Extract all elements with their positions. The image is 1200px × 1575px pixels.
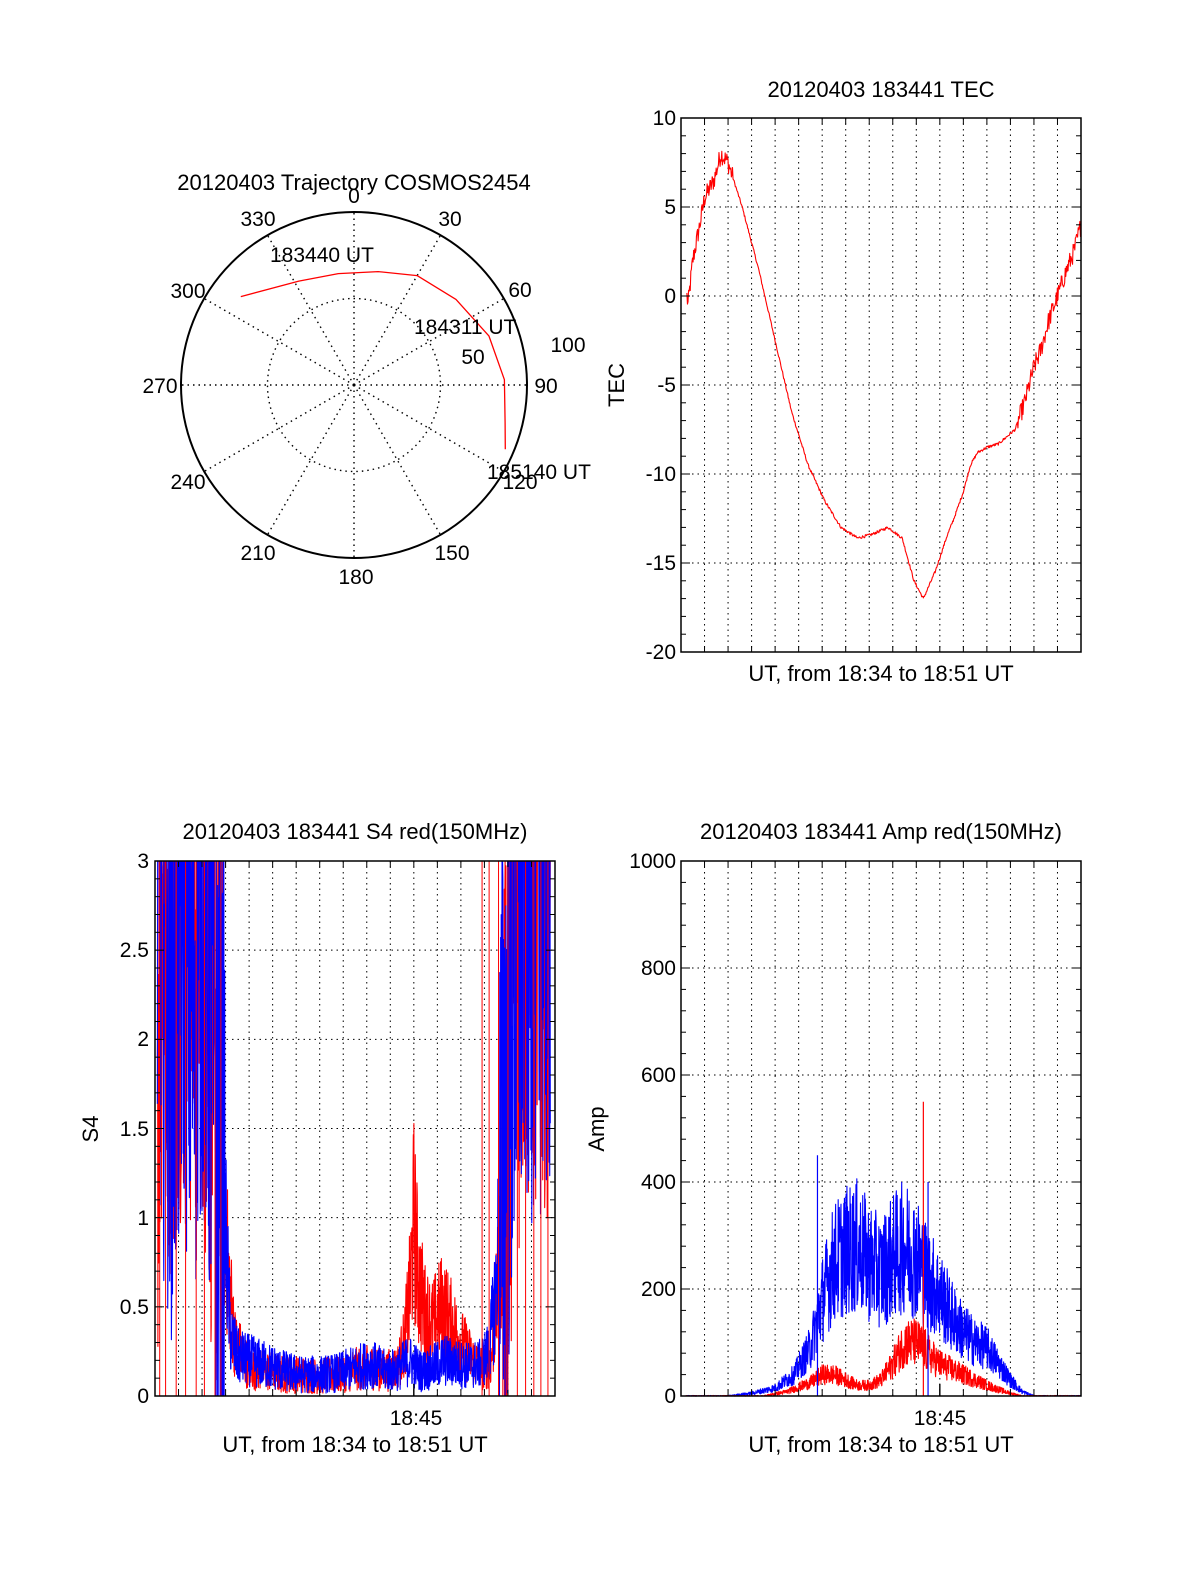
azimuth-label-240: 240 <box>170 471 205 494</box>
polar-ring-50 <box>266 297 442 473</box>
polar-grid <box>180 211 528 559</box>
azimuth-label-180: 180 <box>338 566 373 589</box>
tec-y-tick-label: 5 <box>664 196 676 219</box>
azimuth-label-300: 300 <box>170 280 205 303</box>
polar-spoke-30 <box>353 234 442 386</box>
s4-panel: 20120403 183441 S4 red(150MHz) 3 2.5 2 1… <box>78 819 556 1457</box>
ring-label-50: 50 <box>461 346 484 369</box>
amp-y-tick-labels: 1000 800 600 400 200 0 <box>629 850 676 1408</box>
s4-y-tick-labels: 3 2.5 2 1.5 1 0.5 0 <box>120 850 149 1408</box>
tec-y-tick-label: -15 <box>646 552 676 575</box>
amp-x-axis-label: UT, from 18:34 to 18:51 UT <box>748 1432 1013 1457</box>
time-label-end: 185140 UT <box>487 461 591 484</box>
s4-x-axis-label: UT, from 18:34 to 18:51 UT <box>222 1432 487 1457</box>
s4-y-tick-label: 2 <box>137 1028 149 1051</box>
tec-y-tick-label: 0 <box>664 285 676 308</box>
time-label-start: 183440 UT <box>270 244 374 267</box>
azimuth-label-210: 210 <box>240 542 275 565</box>
polar-spoke-150 <box>353 384 442 536</box>
time-label-mid: 184311 UT <box>414 316 517 339</box>
azimuth-label-270: 270 <box>142 375 177 398</box>
amp-y-tick-label: 800 <box>641 957 676 980</box>
s4-series <box>156 860 551 1397</box>
s4-y-tick-label: 0 <box>137 1385 149 1408</box>
s4-y-tick-label: 1 <box>137 1207 149 1230</box>
s4-x-tick-label: 18:45 <box>390 1407 443 1430</box>
azimuth-label-30: 30 <box>438 208 461 231</box>
s4-y-tick-label: 2.5 <box>120 939 149 962</box>
s4-y-tick-label: 3 <box>137 850 149 873</box>
trajectory-panel: 20120403 Trajectory COSMOS2454 50 100 0 … <box>142 170 591 589</box>
polar-spoke-210 <box>266 384 355 536</box>
trajectory-track <box>240 270 506 450</box>
tec-grid <box>681 118 1081 652</box>
azimuth-labels: 0 30 60 90 120 150 180 210 240 270 300 3… <box>142 185 557 589</box>
s4-y-tick-label: 1.5 <box>120 1118 149 1141</box>
s4-title: 20120403 183441 S4 red(150MHz) <box>183 819 528 844</box>
tec-x-axis-label: UT, from 18:34 to 18:51 UT <box>748 661 1013 686</box>
azimuth-label-0: 0 <box>348 185 360 208</box>
s4-ticks <box>154 860 556 1397</box>
azimuth-label-60: 60 <box>508 279 531 302</box>
tec-title: 20120403 183441 TEC <box>767 77 994 102</box>
amp-series-red <box>685 1318 1082 1397</box>
ring-label-100: 100 <box>550 334 585 357</box>
s4-series-blue <box>156 860 551 1397</box>
azimuth-label-120: 120 <box>502 471 537 494</box>
tec-plot-frame <box>680 117 1082 653</box>
tec-panel: 20120403 183441 TEC 10 5 0 -5 -10 -15 -2… <box>604 77 1082 686</box>
s4-grid <box>155 861 555 1396</box>
polar-spoke-60 <box>353 297 505 386</box>
amp-y-tick-label: 200 <box>641 1278 676 1301</box>
azimuth-label-150: 150 <box>434 542 469 565</box>
amp-series <box>685 1101 1082 1397</box>
amp-panel: 20120403 183441 Amp red(150MHz) 1000 800… <box>584 819 1082 1457</box>
polar-spoke-330 <box>266 234 355 386</box>
trajectory-title: 20120403 Trajectory COSMOS2454 <box>177 170 530 195</box>
amp-y-tick-label: 0 <box>664 1385 676 1408</box>
s4-y-tick-label: 0.5 <box>120 1296 149 1319</box>
polar-spoke-300 <box>203 297 355 386</box>
tec-y-tick-label: 10 <box>653 107 676 130</box>
tec-y-tick-label: -10 <box>646 463 676 486</box>
amp-x-tick-label: 18:45 <box>914 1407 967 1430</box>
amp-y-tick-label: 1000 <box>629 850 676 873</box>
amp-title: 20120403 183441 Amp red(150MHz) <box>700 819 1062 844</box>
polar-outer-ring <box>180 211 528 559</box>
amp-ticks <box>680 860 1082 1397</box>
tec-y-tick-label: -5 <box>657 374 676 397</box>
tec-series-red <box>686 150 1082 599</box>
trajectory-time-labels: 183440 UT 184311 UT 185140 UT <box>270 244 591 484</box>
polar-spoke-120 <box>353 384 505 473</box>
trajectory-line <box>240 270 506 450</box>
tec-ticks <box>680 117 1082 653</box>
polar-spoke-240 <box>203 384 355 473</box>
polar-ring-labels: 50 100 <box>461 334 585 369</box>
tec-y-tick-label: -20 <box>646 641 676 664</box>
azimuth-label-90: 90 <box>534 375 557 398</box>
tec-y-tick-labels: 10 5 0 -5 -10 -15 -20 <box>646 107 676 664</box>
amp-series-blue <box>685 1178 1082 1397</box>
s4-y-axis-label: S4 <box>78 1116 103 1143</box>
amp-grid <box>681 861 1081 1396</box>
amp-plot-frame <box>680 860 1082 1397</box>
amp-y-tick-label: 400 <box>641 1171 676 1194</box>
amp-y-tick-label: 600 <box>641 1064 676 1087</box>
amp-y-axis-label: Amp <box>584 1106 609 1151</box>
tec-y-axis-label: TEC <box>604 363 629 407</box>
tec-series <box>686 150 1082 599</box>
azimuth-label-330: 330 <box>240 208 275 231</box>
